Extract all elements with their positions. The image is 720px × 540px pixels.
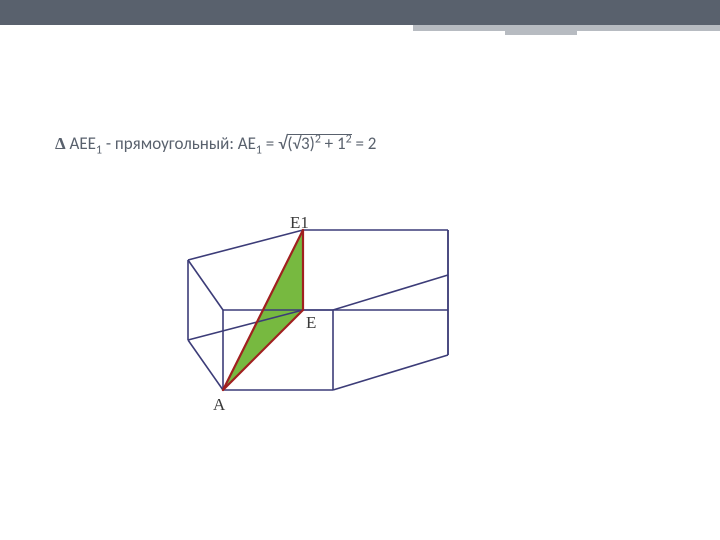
segment-ae1: AE1 bbox=[238, 133, 262, 154]
accent-stripe-1 bbox=[413, 25, 505, 31]
vertex-label-e: E bbox=[306, 313, 316, 333]
delta-symbol: Δ bbox=[55, 134, 66, 153]
equals-1: = bbox=[262, 133, 278, 154]
vertex-label-a: A bbox=[213, 395, 225, 415]
accent-stripe-2 bbox=[505, 25, 577, 35]
vertex-label-e1: E1 bbox=[290, 213, 309, 233]
formula-line: Δ AEE1 - прямоугольный: AE1 = √(√3)2 + 1… bbox=[55, 132, 376, 155]
triangle-name: AEE1 bbox=[70, 133, 106, 154]
top-bar bbox=[0, 0, 720, 25]
prism-edges bbox=[188, 230, 448, 390]
result: = 2 bbox=[352, 133, 377, 154]
radical: √(√3)2 + 12 bbox=[278, 132, 352, 155]
text-right-angled: - прямоугольный: bbox=[106, 133, 238, 154]
accent-stripe-3 bbox=[577, 25, 720, 31]
